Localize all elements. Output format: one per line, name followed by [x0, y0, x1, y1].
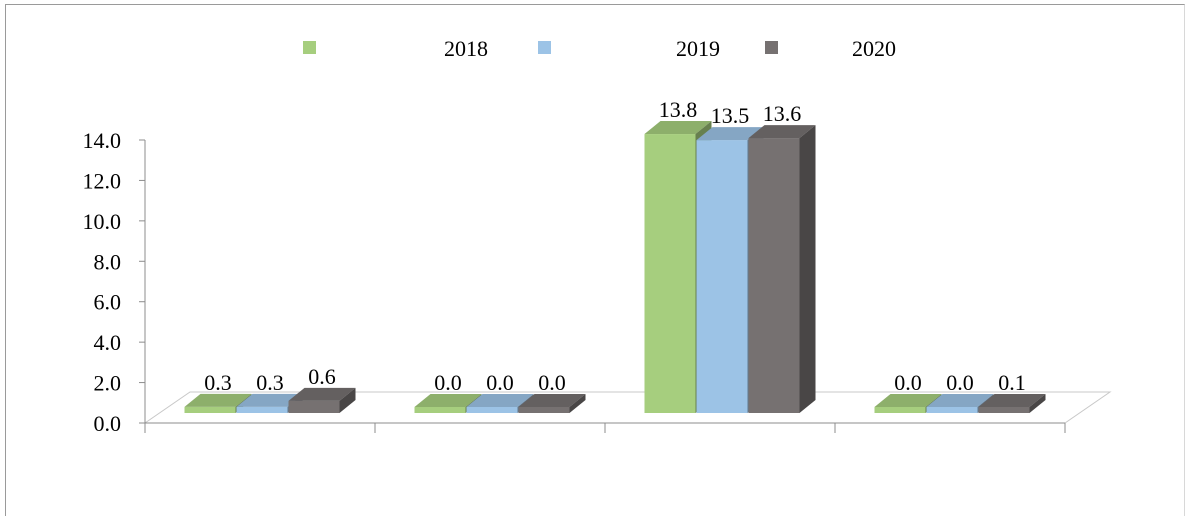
bar-top-2020-1	[518, 394, 586, 407]
bar-top-2018-0	[184, 393, 252, 407]
y-tick-label: 4.0	[94, 330, 122, 355]
bar-top-2019-2	[696, 127, 764, 141]
bar-top-2018-2	[644, 121, 712, 135]
data-label: 13.8	[659, 97, 698, 122]
bar-2018-1	[414, 407, 466, 413]
bar-2020-1	[518, 407, 570, 413]
y-tick-label: 8.0	[94, 249, 122, 274]
data-label: 0.1	[998, 370, 1026, 395]
legend-label-2020: 2020	[852, 36, 896, 61]
bar-2018-2	[644, 134, 696, 414]
legend-swatch-2019	[538, 41, 551, 54]
legend-swatch-2018	[303, 41, 316, 54]
data-labels: 0.3 0.3 0.6 0.0 0.0 0.0 13.8 13.5 13.6 0.0 0.0 0.1	[204, 97, 1026, 395]
y-tick-label: 6.0	[94, 290, 122, 315]
bar-2019-2	[696, 140, 748, 413]
y-tick-label: 2.0	[94, 371, 122, 396]
data-label: 0.3	[256, 370, 284, 395]
data-label: 0.6	[308, 364, 336, 389]
bar-top-2019-3	[926, 394, 994, 407]
bar-side-2020-1	[569, 394, 586, 413]
legend-label-2019: 2019	[676, 36, 720, 61]
bar-2019-3	[926, 407, 978, 413]
y-tick-label: 0.0	[94, 411, 122, 436]
data-label: 0.3	[204, 370, 232, 395]
bar-2019-1	[466, 407, 518, 413]
bar-top-2019-1	[466, 394, 534, 407]
bar-top-2019-0	[236, 393, 304, 407]
bar-side-2020-2	[799, 125, 816, 413]
bar-top-2020-3	[978, 394, 1046, 407]
bar-top-2020-2	[748, 125, 816, 139]
chart-frame	[5, 4, 1185, 516]
legend: 2018 2019 2020	[303, 36, 896, 61]
bar-top-2018-1	[414, 394, 482, 407]
bar-side-2020-3	[1029, 394, 1046, 413]
legend-swatch-2020	[765, 41, 778, 54]
bar-top-2018-3	[874, 394, 942, 407]
y-tick-label: 14.0	[83, 128, 122, 153]
bar-top-2020-0	[288, 387, 356, 401]
bar-2020-2	[748, 138, 800, 414]
bars	[184, 121, 1046, 414]
data-label: 13.5	[711, 103, 750, 128]
bar-2019-0	[236, 406, 288, 413]
y-tick-label: 12.0	[83, 168, 122, 193]
data-label: 0.0	[538, 370, 566, 395]
legend-label-2018: 2018	[444, 36, 488, 61]
data-label: 0.0	[946, 370, 974, 395]
bar-side-2020-0	[339, 387, 356, 413]
bar-2018-0	[184, 406, 236, 413]
axes: 0.0 2.0 4.0 6.0 8.0 10.0 12.0 14.0	[83, 128, 1066, 436]
data-label: 13.6	[763, 101, 802, 126]
data-label: 0.0	[434, 370, 462, 395]
data-label: 0.0	[486, 370, 514, 395]
bar-2020-3	[978, 407, 1030, 413]
bar-2020-0	[288, 400, 340, 413]
data-label: 0.0	[894, 370, 922, 395]
bar-2018-3	[874, 407, 926, 413]
y-tick-label: 10.0	[83, 209, 122, 234]
